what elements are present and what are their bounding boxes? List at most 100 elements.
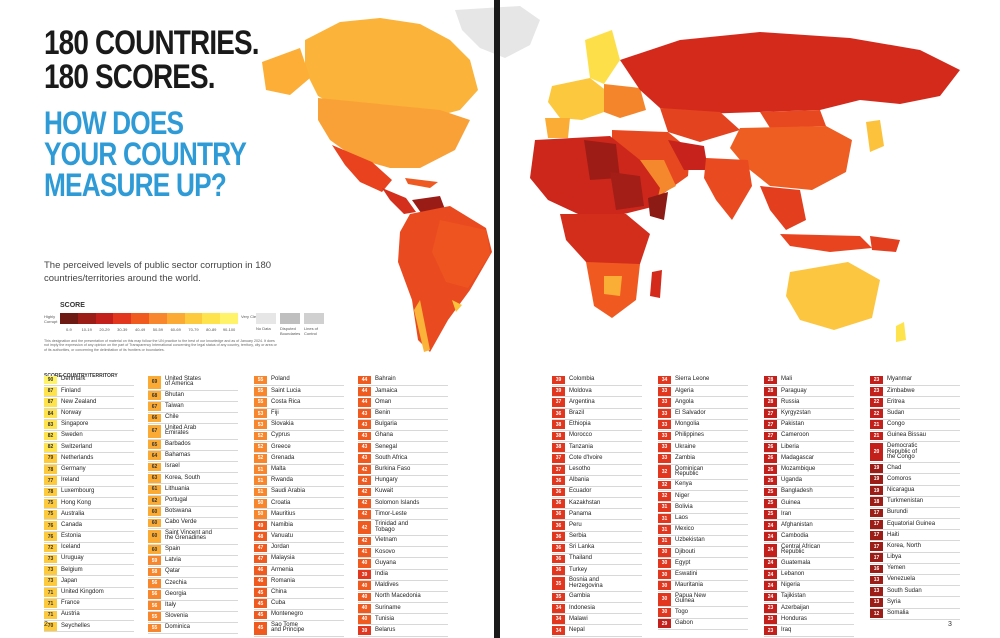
- country-name: Mongolia: [675, 421, 700, 428]
- country-name: Bulgaria: [375, 421, 398, 428]
- country-name: Syria: [887, 598, 901, 605]
- score-badge: 43: [358, 431, 371, 441]
- score-column: 69 United States of America 68 Bhutan 67 Taiw…: [148, 375, 238, 635]
- score-badge: 67: [148, 424, 161, 438]
- table-row: 55 Slovenia: [148, 612, 238, 623]
- legend-tick-label: 50-59: [152, 327, 163, 332]
- map-china: [730, 126, 852, 190]
- country-name: Democratic Republic of the Congo: [887, 443, 918, 460]
- score-badge: 52: [254, 454, 267, 463]
- table-row: 44 Bahrain: [358, 375, 448, 387]
- country-name: Austria: [61, 611, 80, 618]
- score-badge: 45: [254, 610, 267, 620]
- score-badge: 42: [358, 509, 371, 519]
- score-badge: 23: [764, 614, 777, 624]
- table-row: 61 Lithuania: [148, 484, 238, 496]
- country-name: Chad: [887, 464, 902, 471]
- table-row: 62 Portugal: [148, 496, 238, 507]
- table-row: 43 Benin: [358, 409, 448, 420]
- country-name: Thailand: [569, 555, 593, 562]
- score-badge: 28: [764, 375, 777, 385]
- table-row: 36 Turkey: [552, 565, 642, 577]
- country-name: Jamaica: [375, 387, 398, 394]
- legend-swatch: [166, 313, 185, 324]
- score-badge: 45: [254, 588, 267, 598]
- score-badge: 36: [552, 532, 565, 542]
- score-badge: 24: [764, 570, 777, 579]
- country-name: Kosovo: [375, 548, 396, 555]
- country-name: Tanzania: [569, 443, 594, 450]
- country-name: Turkmenistan: [887, 498, 924, 505]
- score-badge: 60: [148, 507, 161, 517]
- country-name: Azerbaijan: [781, 604, 810, 611]
- country-name: Serbia: [569, 533, 587, 540]
- table-row: 47 Malaysia: [254, 554, 344, 566]
- table-row: 71 United Kingdom: [44, 588, 134, 599]
- score-badge: 64: [148, 451, 161, 461]
- table-row: 78 Germany: [44, 465, 134, 476]
- score-badge: 44: [358, 375, 371, 385]
- table-row: 71 Austria: [44, 610, 134, 622]
- score-badge: 36: [552, 565, 565, 575]
- country-name: Cyprus: [271, 432, 291, 439]
- country-name: Eritrea: [887, 398, 905, 405]
- score-badge: 16: [870, 564, 883, 574]
- country-name: Netherlands: [61, 454, 94, 461]
- score-badge: 73: [44, 577, 57, 586]
- table-row: 21 Guinea Bissau: [870, 431, 960, 443]
- country-name: Slovakia: [271, 421, 294, 428]
- score-badge: 42: [358, 465, 371, 474]
- score-badge: 32: [658, 465, 671, 479]
- score-badge: 30: [658, 592, 671, 606]
- country-name: Bahrain: [375, 376, 396, 383]
- country-name: Luxembourg: [61, 488, 95, 495]
- table-row: 58 Qatar: [148, 567, 238, 579]
- table-row: 46 Romania: [254, 576, 344, 588]
- score-badge: 24: [764, 581, 777, 591]
- country-name: Angola: [675, 398, 694, 405]
- score-badge: 37: [552, 398, 565, 407]
- score-badge: 68: [148, 391, 161, 400]
- table-row: 42 Kuwait: [358, 487, 448, 499]
- score-badge: 24: [764, 559, 777, 568]
- legend-swatch: [148, 313, 167, 324]
- table-row: 23 Myanmar: [870, 375, 960, 387]
- country-name: Vanuatu: [271, 533, 293, 540]
- score-badge: 30: [658, 547, 671, 557]
- score-badge: 26: [764, 465, 777, 474]
- table-row: 67 United Arab Emirates: [148, 424, 238, 440]
- country-name: Portugal: [165, 496, 188, 503]
- country-name: Afghanistan: [781, 521, 813, 528]
- table-row: 13 Syria: [870, 597, 960, 609]
- table-row: 37 Argentina: [552, 397, 642, 409]
- country-name: Cambodia: [781, 533, 809, 540]
- score-badge: 22: [870, 409, 883, 419]
- table-row: 36 Brazil: [552, 409, 642, 420]
- table-row: 52 Greece: [254, 442, 344, 454]
- table-row: 36 Panama: [552, 509, 642, 521]
- score-badge: 23: [870, 386, 883, 396]
- country-name: Denmark: [61, 376, 86, 383]
- score-badge: 36: [552, 409, 565, 419]
- table-row: 66 Chile: [148, 413, 238, 425]
- score-badge: 55: [148, 623, 161, 633]
- country-name: Papua New Guinea: [675, 592, 707, 605]
- score-badge: 53: [254, 420, 267, 430]
- table-row: 36 Peru: [552, 520, 642, 532]
- table-row: 24 Guatemala: [764, 558, 854, 570]
- score-badge: 24: [764, 532, 777, 542]
- table-row: 41 Kosovo: [358, 547, 448, 559]
- country-name: Malawi: [569, 615, 588, 622]
- score-badge: 56: [148, 578, 161, 588]
- table-row: 59 Latvia: [148, 556, 238, 567]
- score-badge: 35: [552, 592, 565, 602]
- country-name: Tajikistan: [781, 593, 806, 600]
- score-badge: 52: [254, 442, 267, 452]
- table-row: 78 Luxembourg: [44, 487, 134, 499]
- table-row: 42 Timor-Leste: [358, 509, 448, 521]
- score-badge: 44: [358, 398, 371, 407]
- score-badge: 32: [658, 480, 671, 490]
- score-badge: 19: [870, 486, 883, 495]
- table-row: 16 Yemen: [870, 564, 960, 575]
